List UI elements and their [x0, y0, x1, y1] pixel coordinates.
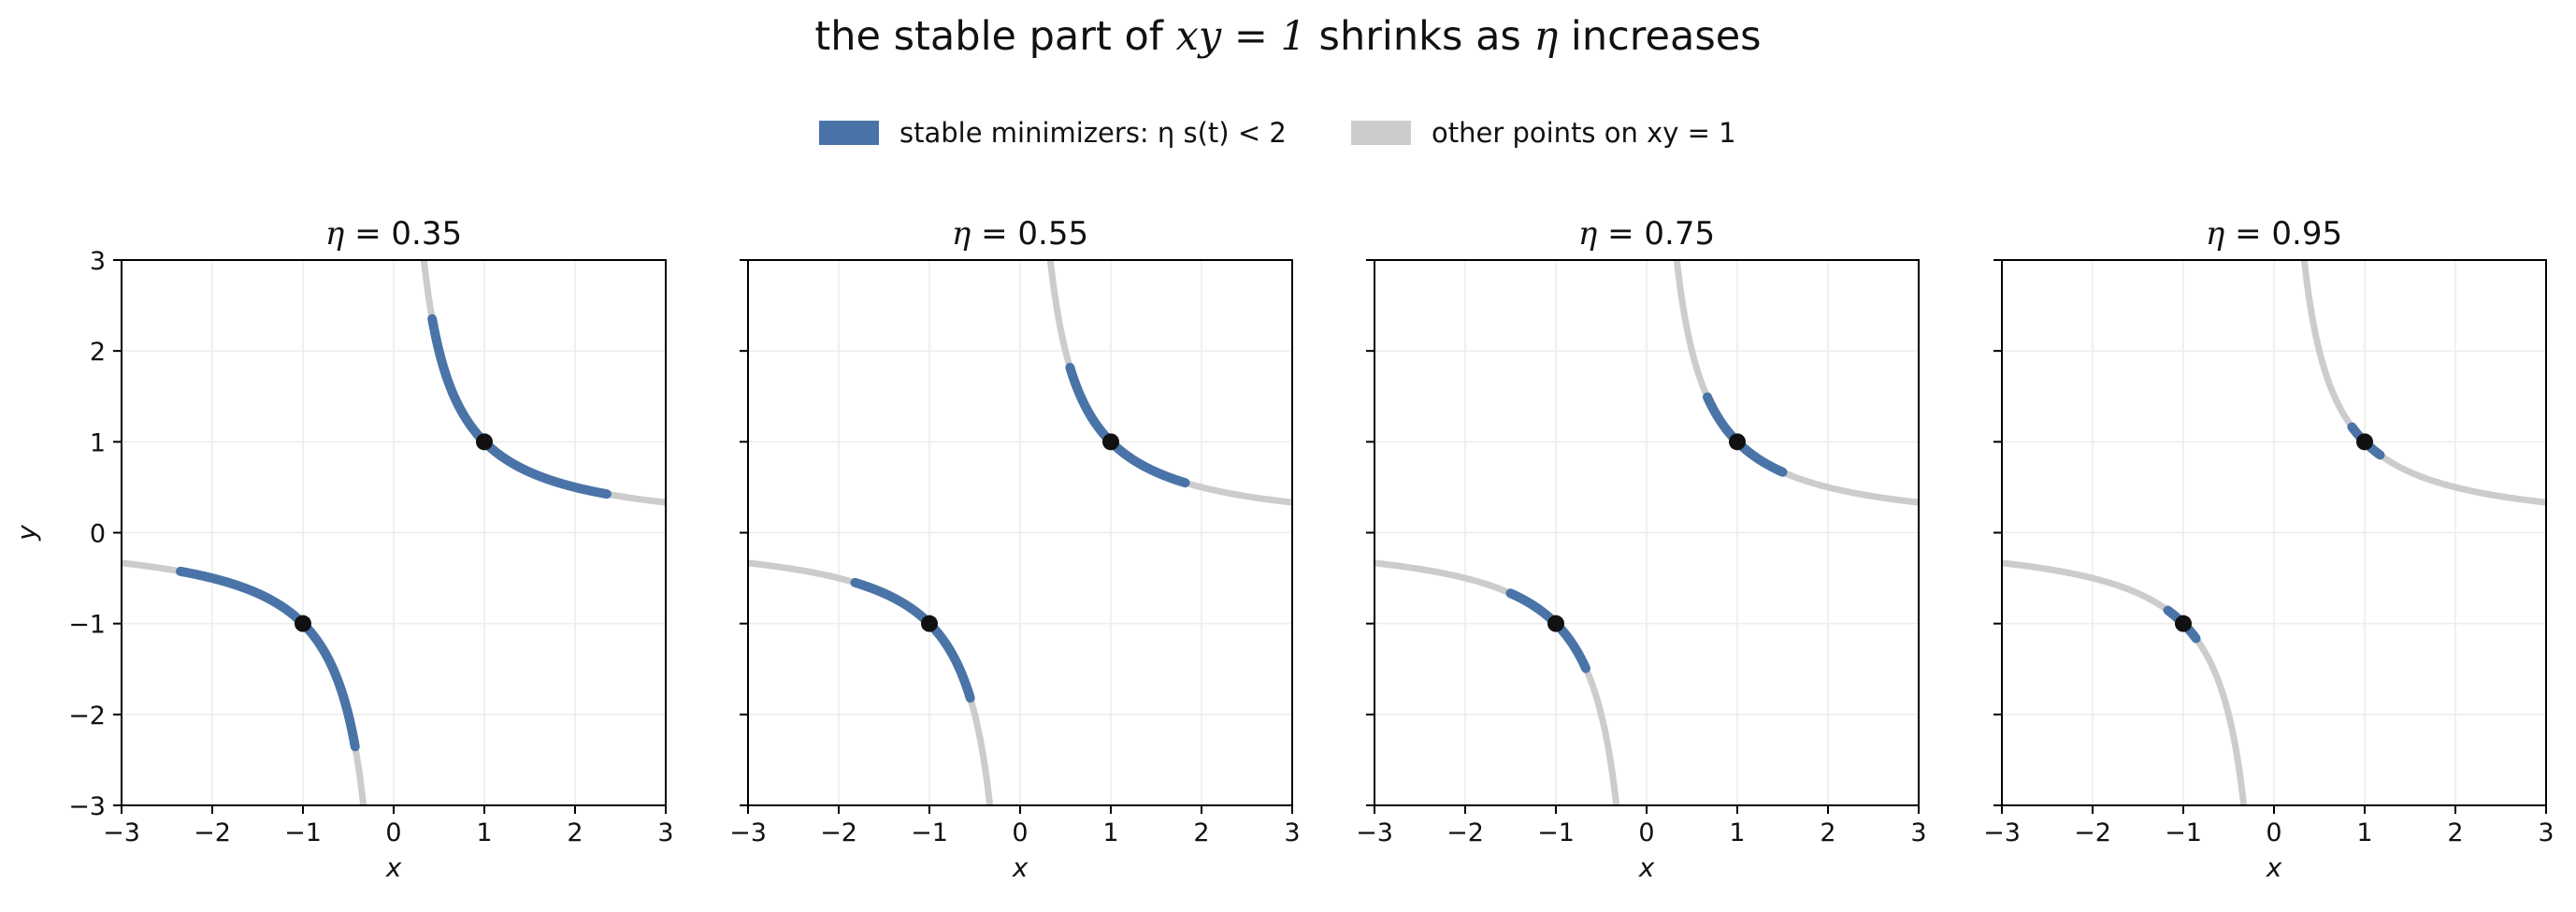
curve-group: [1374, 260, 1919, 805]
minimizer-point-1: [476, 433, 493, 451]
x-tick-label: −1: [911, 818, 948, 847]
x-tick-label: 3: [657, 818, 673, 847]
title-math: xy = 1: [1175, 13, 1306, 60]
x-tick-label: 1: [476, 818, 492, 847]
stable-curve-negative: [176, 566, 360, 752]
x-tick-label: −2: [1446, 818, 1484, 847]
x-tick-label: −3: [1356, 818, 1393, 847]
legend-swatch-other: [1351, 121, 1411, 145]
other-curve-negative: [1374, 559, 1620, 805]
figure-title: the stable part of xy = 1 shrinks as η i…: [0, 13, 2576, 60]
x-tick-label: 3: [2538, 818, 2554, 847]
x-axis-label: x: [1638, 852, 1655, 883]
x-tick-label: −2: [2074, 818, 2111, 847]
other-curve-negative: [122, 559, 367, 805]
title-prefix: the stable part of: [814, 13, 1176, 60]
x-axis-label: x: [1012, 852, 1029, 883]
x-tick-label: −2: [194, 818, 231, 847]
x-axis-label: x: [385, 852, 402, 883]
x-tick-label: −3: [1983, 818, 2021, 847]
curve-group: [122, 260, 666, 805]
legend-item-stable: stable minimizers: η s(t) < 2: [819, 110, 1287, 155]
x-axis-label: x: [2266, 852, 2282, 883]
other-curve-positive: [2300, 260, 2546, 506]
x-tick-label: 3: [1284, 818, 1300, 847]
title-suffix: increases: [1558, 13, 1762, 60]
x-tick-label: 1: [2356, 818, 2372, 847]
x-tick-label: 1: [1729, 818, 1745, 847]
x-tick-label: 0: [385, 818, 401, 847]
panel-1: −3 −2 −1 0 1 2 3 −3 −2 −1 0 1 2 3 x y η = 0.35: [11, 215, 674, 883]
minimizer-point-1: [1729, 433, 1746, 451]
panel-3: −3 −2 −1 0 1 2 3 x η = 0.75: [1356, 215, 1927, 883]
y-tick-label: 1: [90, 428, 106, 457]
x-tick-label: 2: [1820, 818, 1835, 847]
x-tick-label: 0: [2266, 818, 2281, 847]
legend-label-stable: stable minimizers: η s(t) < 2: [899, 117, 1287, 149]
y-tick-label: 3: [90, 247, 106, 276]
y-tick-label: 2: [90, 338, 106, 367]
y-axis-label: y: [11, 525, 42, 542]
panel-2: −3 −2 −1 0 1 2 3 x η = 0.55: [729, 215, 1301, 883]
legend-swatch-stable: [819, 121, 879, 145]
x-tick-label: −1: [2165, 818, 2202, 847]
x-tick-label: 2: [1193, 818, 1209, 847]
panel-title: η = 0.35: [325, 215, 462, 253]
panel-title: η = 0.95: [2206, 215, 2342, 253]
minimizer-point-2: [921, 615, 938, 632]
curve-group: [748, 260, 1292, 805]
panel-4: −3 −2 −1 0 1 2 3 x η = 0.95: [1983, 215, 2554, 883]
other-curve-negative: [748, 559, 994, 805]
x-tick-label: −1: [284, 818, 322, 847]
x-tick-label: 3: [1910, 818, 1926, 847]
x-tick-label: −3: [729, 818, 767, 847]
other-curve-negative: [2002, 559, 2248, 805]
panel-title: η = 0.75: [1578, 215, 1715, 253]
minimizer-point-2: [2175, 615, 2192, 632]
x-tick-label: −2: [820, 818, 857, 847]
stable-curve-negative: [1505, 588, 1591, 673]
minimizer-point-1: [1102, 433, 1119, 451]
legend: stable minimizers: η s(t) < 2 other poin…: [0, 110, 2576, 155]
x-tick-label: 0: [1012, 818, 1028, 847]
stable-curve-negative: [850, 577, 975, 703]
panel-title: η = 0.55: [952, 215, 1088, 253]
other-curve-positive: [420, 260, 666, 506]
x-tick-label: 2: [2447, 818, 2463, 847]
minimizer-point-1: [2356, 433, 2373, 451]
x-tick-label: 0: [1638, 818, 1654, 847]
x-tick-label: −1: [1537, 818, 1575, 847]
y-tick-label: −1: [68, 611, 106, 640]
minimizer-point-2: [1547, 615, 1564, 632]
other-curve-positive: [1046, 260, 1292, 506]
x-tick-label: −3: [103, 818, 140, 847]
legend-label-other: other points on xy = 1: [1432, 117, 1736, 149]
title-eta: η: [1533, 13, 1559, 60]
y-tick-label: −2: [68, 702, 106, 731]
stable-curve-positive: [1702, 392, 1788, 477]
y-tick-label: 0: [90, 520, 106, 549]
minimizer-point-2: [295, 615, 311, 632]
title-middle: shrinks as: [1305, 13, 1534, 60]
x-tick-label: 1: [1102, 818, 1118, 847]
x-tick-label: 2: [567, 818, 583, 847]
y-tick-label: −3: [68, 792, 106, 821]
stable-curve-positive: [1065, 362, 1190, 488]
stable-curve-positive: [427, 313, 612, 499]
legend-item-other: other points on xy = 1: [1351, 110, 1736, 155]
other-curve-positive: [1673, 260, 1919, 506]
